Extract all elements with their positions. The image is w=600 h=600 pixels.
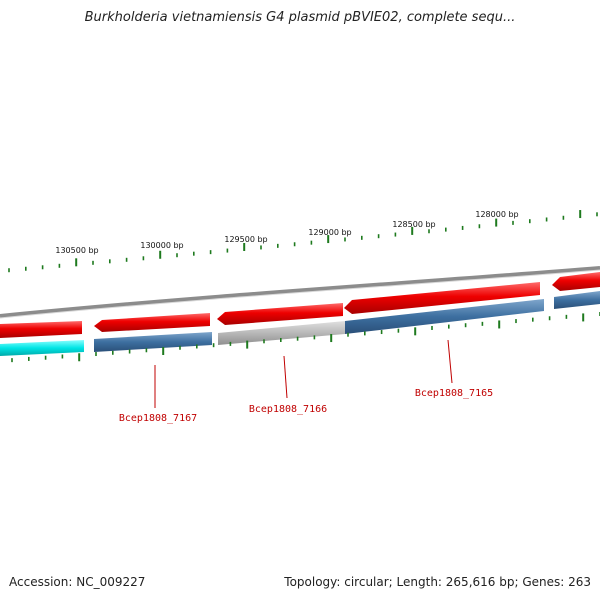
gene-label-bcep1808-7165[interactable]: Bcep1808_7165 bbox=[415, 388, 493, 399]
scale-label: 129000 bp bbox=[308, 228, 351, 237]
gene-label-bcep1808-7166[interactable]: Bcep1808_7166 bbox=[249, 404, 327, 415]
scale-label: 128000 bp bbox=[475, 210, 518, 219]
forward-gene-arrow[interactable] bbox=[217, 303, 343, 325]
gene-bcep1808-7167-bar[interactable] bbox=[94, 332, 212, 352]
gene-label-leader bbox=[283, 355, 288, 399]
scale-label: 130500 bp bbox=[55, 246, 98, 255]
gene-label-leader bbox=[447, 339, 453, 384]
sequence-summary: Topology: circular; Length: 265,616 bp; … bbox=[284, 575, 591, 589]
gene-bcep1808-7165-bar[interactable] bbox=[345, 299, 544, 334]
forward-gene-arrow[interactable] bbox=[552, 272, 600, 291]
backbone-arc-highlight bbox=[0, 269, 600, 319]
plasmid-title: Burkholderia vietnamiensis G4 plasmid pB… bbox=[84, 10, 516, 25]
forward-gene-arrow[interactable] bbox=[94, 313, 210, 332]
scale-label: 129500 bp bbox=[224, 235, 267, 244]
accession-label: Accession: NC_009227 bbox=[9, 575, 146, 589]
forward-gene-arrow[interactable] bbox=[0, 321, 82, 338]
reverse-gene-blue[interactable] bbox=[554, 291, 600, 309]
gene-bcep1808-7166-bar[interactable] bbox=[218, 321, 345, 345]
scale-label: 128500 bp bbox=[392, 220, 435, 229]
reverse-gene-cyan[interactable] bbox=[0, 340, 84, 356]
scale-tick-group bbox=[8, 210, 600, 363]
gene-label-bcep1808-7167[interactable]: Bcep1808_7167 bbox=[119, 413, 197, 424]
backbone-arc bbox=[0, 266, 600, 318]
forward-gene-arrow[interactable] bbox=[344, 282, 540, 314]
scale-label: 130000 bp bbox=[140, 241, 183, 250]
